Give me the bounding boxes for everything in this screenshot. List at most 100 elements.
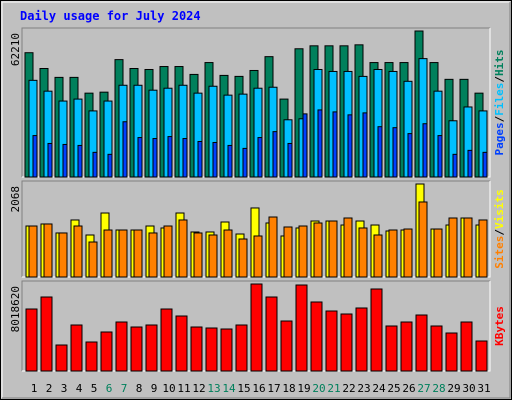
x-tick-label: 26 — [402, 382, 415, 395]
x-tick-label: 15 — [237, 382, 250, 395]
bar — [73, 225, 83, 278]
bar — [115, 321, 128, 372]
x-tick-label: 27 — [417, 382, 430, 395]
bar — [88, 241, 98, 278]
bar — [32, 135, 38, 178]
bar — [385, 325, 398, 372]
bar — [242, 147, 248, 178]
bar — [148, 232, 158, 278]
bar — [253, 235, 263, 278]
bar — [182, 138, 188, 178]
bar — [122, 121, 128, 178]
x-tick-label: 2 — [46, 382, 53, 395]
bar — [137, 137, 143, 178]
bar — [55, 344, 68, 372]
bar — [223, 229, 233, 278]
bar — [452, 153, 458, 178]
bar — [295, 284, 308, 372]
legend-separator: / — [493, 115, 506, 122]
bar — [235, 324, 248, 372]
bar — [400, 321, 413, 372]
bar — [160, 308, 173, 372]
legend-entry: Visits — [493, 189, 506, 229]
bar — [40, 296, 53, 372]
x-tick-label: 9 — [151, 382, 158, 395]
bar — [287, 142, 293, 178]
bar — [403, 228, 413, 278]
bar — [313, 222, 323, 278]
legend-entry: Hits — [493, 50, 506, 77]
bar — [107, 153, 113, 178]
bar — [310, 301, 323, 372]
legend-entry: Files — [493, 83, 506, 116]
x-tick-label: 13 — [207, 382, 220, 395]
x-tick-label: 17 — [267, 382, 280, 395]
x-tick-label: 30 — [462, 382, 475, 395]
bar — [58, 232, 68, 278]
legend-entry: KBytes — [493, 306, 506, 346]
panel-bevel — [21, 280, 490, 371]
bar — [343, 217, 353, 278]
x-tick-label: 19 — [297, 382, 310, 395]
bar — [482, 151, 488, 178]
bar — [430, 325, 443, 372]
series-legend: Pages/Files/Hits — [493, 50, 506, 156]
bar — [325, 310, 338, 372]
x-tick-label: 10 — [162, 382, 175, 395]
bar — [298, 225, 308, 278]
x-tick-label: 3 — [61, 382, 68, 395]
bar — [377, 126, 383, 178]
bar — [227, 144, 233, 178]
bar — [175, 315, 188, 372]
x-tick-label: 16 — [252, 382, 265, 395]
bar — [422, 123, 428, 178]
x-tick-label: 29 — [447, 382, 460, 395]
bar — [392, 127, 398, 178]
bar — [163, 225, 173, 278]
x-tick-label: 7 — [121, 382, 128, 395]
x-tick-label: 20 — [312, 382, 325, 395]
bar — [467, 149, 473, 178]
legend-separator: / — [493, 76, 506, 83]
y-tick-label: 62210 — [9, 33, 22, 66]
bar — [118, 229, 128, 278]
bar — [100, 331, 113, 372]
panel-bevel — [21, 180, 490, 277]
x-tick-label: 4 — [76, 382, 83, 395]
bar — [460, 321, 473, 372]
bar — [280, 320, 293, 372]
x-tick-label: 25 — [387, 382, 400, 395]
x-tick-label: 24 — [372, 382, 386, 395]
bar — [347, 114, 353, 178]
legend-entry: Pages — [493, 122, 506, 155]
bar — [25, 308, 38, 372]
bar — [268, 216, 278, 278]
bar — [283, 226, 293, 278]
x-tick-label: 21 — [327, 382, 340, 395]
x-tick-label: 31 — [477, 382, 490, 395]
legend-separator: / — [493, 229, 506, 236]
bar — [62, 143, 68, 178]
chart-title: Daily usage for July 2024 — [20, 9, 201, 23]
x-tick-label: 23 — [357, 382, 370, 395]
bar — [478, 219, 488, 278]
bar — [43, 223, 53, 278]
bar — [362, 112, 368, 178]
bar — [317, 109, 323, 178]
bar — [250, 283, 263, 372]
bar — [212, 141, 218, 178]
bar — [103, 229, 113, 278]
bar — [340, 313, 353, 372]
bar — [437, 135, 443, 178]
bar — [302, 113, 308, 178]
panel-bevel — [21, 27, 490, 177]
bar — [355, 307, 368, 372]
x-tick-label: 1 — [31, 382, 38, 395]
y-tick-label: 2068 — [9, 186, 22, 213]
x-tick-label: 8 — [136, 382, 143, 395]
bar — [193, 232, 203, 278]
bar — [415, 314, 428, 372]
